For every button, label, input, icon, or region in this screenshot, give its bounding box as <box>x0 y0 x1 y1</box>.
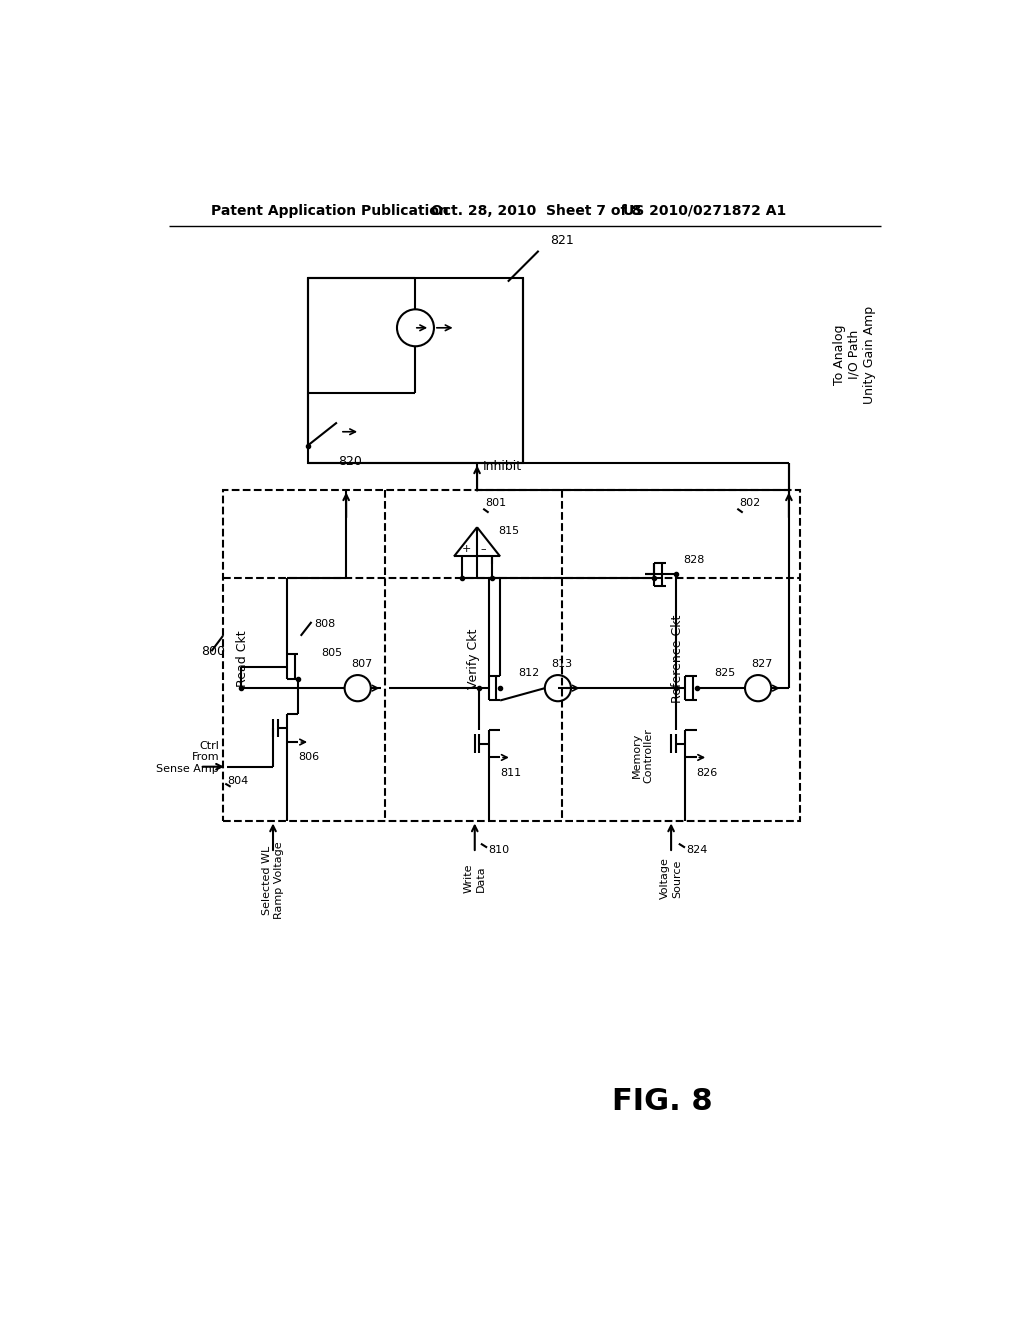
Text: 802: 802 <box>739 499 760 508</box>
Text: 815: 815 <box>499 527 520 536</box>
Text: 812: 812 <box>518 668 539 677</box>
Text: Ctrl
From
Sense Amp: Ctrl From Sense Amp <box>157 741 219 774</box>
Text: Verify Ckt: Verify Ckt <box>467 628 479 689</box>
Text: 800: 800 <box>202 644 225 657</box>
Text: 810: 810 <box>488 845 510 855</box>
Text: 825: 825 <box>714 668 735 677</box>
Text: 808: 808 <box>313 619 335 630</box>
Text: 824: 824 <box>686 845 708 855</box>
Text: 826: 826 <box>696 768 718 777</box>
Text: 807: 807 <box>351 659 372 668</box>
Text: US 2010/0271872 A1: US 2010/0271872 A1 <box>624 203 786 218</box>
Text: To Analog
I/O Path
Unity Gain Amp: To Analog I/O Path Unity Gain Amp <box>833 306 876 404</box>
Text: +: + <box>462 544 471 554</box>
Bar <box>307 277 523 462</box>
Text: Selected WL
Ramp Voltage: Selected WL Ramp Voltage <box>262 842 284 920</box>
Text: –: – <box>480 544 486 554</box>
Text: 813: 813 <box>551 659 572 668</box>
Text: 828: 828 <box>683 556 705 565</box>
Text: 804: 804 <box>226 776 248 785</box>
Text: 806: 806 <box>298 752 319 763</box>
Text: Read Ckt: Read Ckt <box>236 631 249 688</box>
Text: Voltage
Source: Voltage Source <box>660 858 682 899</box>
Text: 827: 827 <box>752 659 773 668</box>
Text: Oct. 28, 2010  Sheet 7 of 8: Oct. 28, 2010 Sheet 7 of 8 <box>431 203 641 218</box>
Text: 811: 811 <box>500 768 521 777</box>
Text: Reference Ckt: Reference Ckt <box>671 615 684 704</box>
Text: 821: 821 <box>550 234 574 247</box>
Text: FIG. 8: FIG. 8 <box>611 1088 712 1117</box>
Text: 805: 805 <box>322 648 343 657</box>
Text: Memory
Controller: Memory Controller <box>632 727 653 783</box>
Text: Write
Data: Write Data <box>464 863 485 894</box>
Bar <box>223 490 801 821</box>
Text: Patent Application Publication: Patent Application Publication <box>211 203 450 218</box>
Text: Inhibit: Inhibit <box>483 459 522 473</box>
Text: 820: 820 <box>339 454 362 467</box>
Text: 801: 801 <box>484 499 506 508</box>
